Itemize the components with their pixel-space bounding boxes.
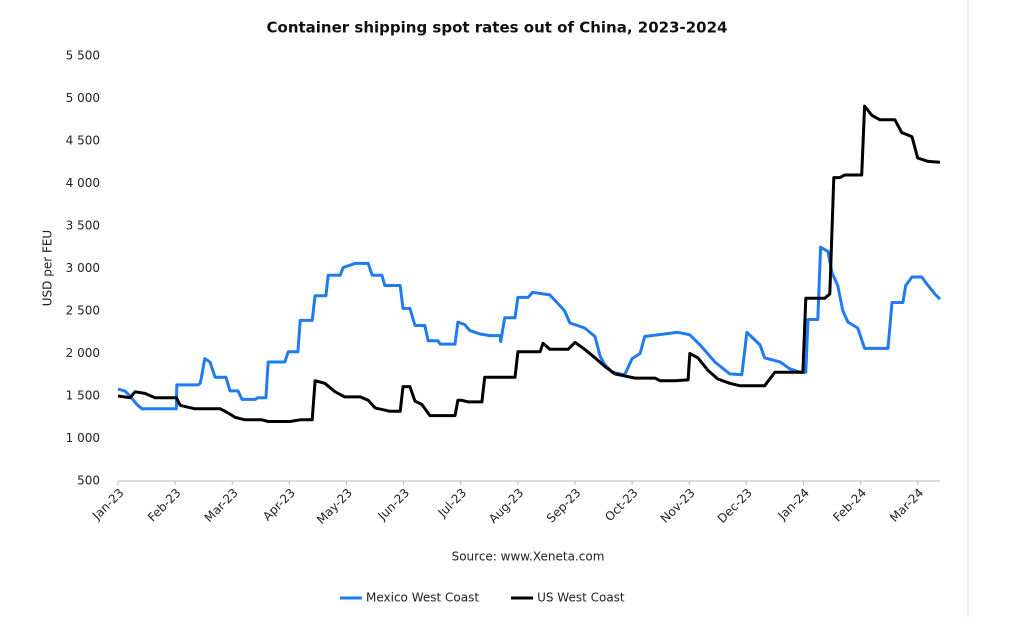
y-tick-label: 2 000: [66, 346, 100, 360]
x-tick-label: Jul-23: [435, 486, 470, 521]
x-tick-label: Aug-23: [486, 486, 526, 526]
y-tick-label: 2 500: [66, 304, 100, 318]
x-tick-label: Oct-23: [602, 486, 640, 524]
x-tick-label: Feb-24: [830, 486, 869, 525]
y-tick-label: 500: [77, 474, 100, 488]
x-tick-label: May-23: [314, 486, 355, 527]
x-tick-label: Nov-23: [658, 486, 698, 526]
x-tick-label: Mar-23: [202, 486, 241, 525]
series-line: [117, 104, 941, 423]
y-tick-label: 1 500: [66, 389, 100, 403]
chart-title: Container shipping spot rates out of Chi…: [267, 19, 728, 37]
x-tick-label: Jan-23: [89, 486, 127, 524]
y-tick-label: 1 000: [66, 431, 100, 445]
legend-label: Mexico West Coast: [366, 591, 479, 605]
x-tick-label: Mar-24: [887, 486, 926, 525]
y-tick-label: 4 500: [66, 134, 100, 148]
legend-label: US West Coast: [537, 591, 625, 605]
x-tick-label: Dec-23: [715, 486, 755, 526]
x-tick-label: Jan-24: [775, 486, 813, 524]
y-tick-label: 5 000: [66, 91, 100, 105]
x-tick-label: Sep-23: [544, 486, 584, 526]
series-line: [117, 245, 942, 411]
y-tick-label: 4 000: [66, 176, 100, 190]
x-tick-label: Jun-23: [374, 486, 412, 524]
y-tick-label: 5 500: [66, 49, 100, 63]
y-axis-title: USD per FEU: [41, 230, 55, 306]
x-tick-label: Apr-23: [260, 486, 298, 524]
source-note: Source: www.Xeneta.com: [452, 550, 605, 564]
y-tick-label: 3 500: [66, 219, 100, 233]
x-tick-label: Feb-23: [145, 486, 184, 525]
y-tick-label: 3 000: [66, 261, 100, 275]
